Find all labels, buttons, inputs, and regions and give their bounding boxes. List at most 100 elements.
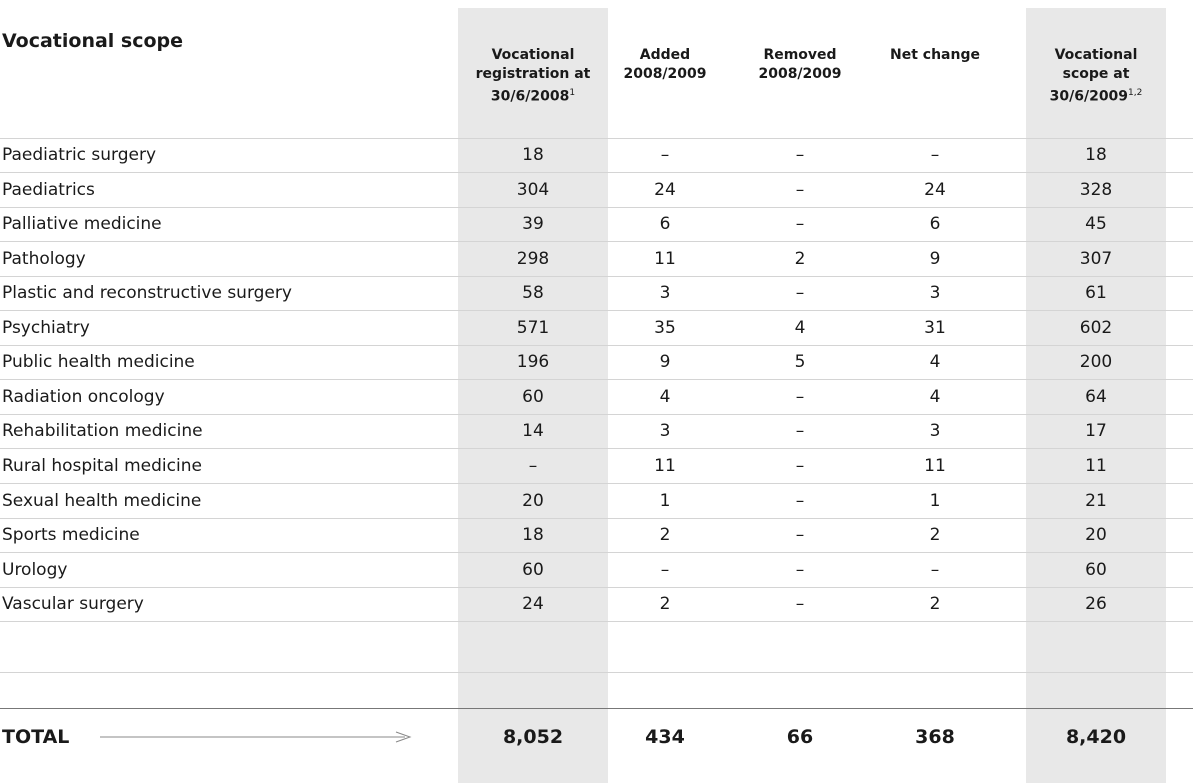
cell: 5 <box>794 352 806 373</box>
cell: 61 <box>1085 283 1107 304</box>
header-text: Net change <box>890 47 980 63</box>
cell: 4 <box>659 386 671 407</box>
cell: 60 <box>522 559 544 580</box>
row-label: Plastic and reconstructive surgery <box>2 283 292 304</box>
footnote-ref: 1 <box>569 88 576 98</box>
cell: – <box>930 559 940 580</box>
cell: – <box>795 214 805 235</box>
total-cell: 368 <box>915 726 955 748</box>
row-label: Paediatric surgery <box>2 145 157 165</box>
cell: 1 <box>929 490 941 511</box>
footnote-ref: 1,2 <box>1128 88 1143 98</box>
cell: 328 <box>1079 179 1113 200</box>
row-rule <box>0 207 1193 208</box>
cell: 307 <box>1079 248 1113 269</box>
total-cell: 434 <box>645 726 685 748</box>
cell: 4 <box>794 317 806 338</box>
cell: 20 <box>522 490 544 511</box>
cell: 1 <box>659 490 671 511</box>
cell: 2 <box>929 525 941 546</box>
cell: 3 <box>659 421 671 442</box>
cell: 11 <box>654 455 676 476</box>
cell: 9 <box>659 352 671 373</box>
cell: 2 <box>659 594 671 615</box>
row-label: Sports medicine <box>2 525 140 546</box>
cell: 304 <box>516 179 550 200</box>
cell: 298 <box>516 248 550 269</box>
row-label: Radiation oncology <box>2 386 165 407</box>
row-rule <box>0 552 1193 553</box>
cell: 35 <box>654 317 676 338</box>
cell: 58 <box>522 283 544 304</box>
cell: 14 <box>522 421 544 442</box>
total-label: TOTAL <box>2 726 70 748</box>
column-header: Removed 2008/2009 <box>735 46 865 84</box>
column-shade <box>1026 8 1166 783</box>
cell: 24 <box>654 179 676 200</box>
row-label: Rehabilitation medicine <box>2 421 203 442</box>
row-rule <box>0 310 1193 311</box>
total-cell: 8,420 <box>1065 726 1127 748</box>
cell: 11 <box>924 455 946 476</box>
cell: 2 <box>659 525 671 546</box>
cell: 31 <box>924 317 946 338</box>
cell: – <box>660 145 670 165</box>
cell: – <box>795 386 805 407</box>
row-rule <box>0 276 1193 277</box>
row-label: Sexual health medicine <box>2 490 202 511</box>
cell: – <box>660 559 670 580</box>
cell: – <box>528 455 538 476</box>
cell: 6 <box>659 214 671 235</box>
cell: 2 <box>929 594 941 615</box>
row-rule <box>0 241 1193 242</box>
cell: 3 <box>929 421 941 442</box>
column-header: Vocational registration at 30/6/20081 <box>468 46 598 107</box>
cell: – <box>795 421 805 442</box>
cell: – <box>795 559 805 580</box>
cell: 3 <box>929 283 941 304</box>
row-label: Palliative medicine <box>2 214 162 235</box>
row-rule <box>0 621 1193 622</box>
cell: 21 <box>1085 490 1107 511</box>
cell: – <box>795 525 805 546</box>
column-header: Vocational scope at 30/6/20091,2 <box>1031 46 1161 107</box>
cell: 11 <box>1085 455 1107 476</box>
cell: – <box>795 283 805 304</box>
row-rule <box>0 172 1193 173</box>
row-label: Vascular surgery <box>2 594 144 615</box>
cell: 200 <box>1079 352 1113 373</box>
row-label: Urology <box>2 559 68 580</box>
row-label: Pathology <box>2 248 86 269</box>
row-rule <box>0 414 1193 415</box>
row-rule <box>0 483 1193 484</box>
column-header: Net change <box>870 46 1000 65</box>
cell: 18 <box>522 145 544 165</box>
cell: 6 <box>929 214 941 235</box>
total-cell: 8,052 <box>502 726 564 748</box>
cell: 60 <box>522 386 544 407</box>
cell: 24 <box>522 594 544 615</box>
cell: 11 <box>654 248 676 269</box>
cell: 18 <box>1085 145 1107 165</box>
cell: 196 <box>516 352 550 373</box>
table-title: Vocational scope <box>2 30 184 52</box>
header-text: Vocational scope at 30/6/2009 <box>1049 47 1138 105</box>
row-label: Rural hospital medicine <box>2 455 202 476</box>
column-shade <box>458 8 608 783</box>
row-rule <box>0 587 1193 588</box>
total-rule <box>0 708 1193 709</box>
row-rule <box>0 379 1193 380</box>
total-cell: 66 <box>786 726 814 748</box>
header-text: Vocational registration at 30/6/2008 <box>475 47 591 105</box>
cell: 39 <box>522 214 544 235</box>
row-label: Paediatrics <box>2 179 95 200</box>
column-header: Added 2008/2009 <box>600 46 730 84</box>
header-text: Added 2008/2009 <box>623 47 707 82</box>
row-rule <box>0 672 1193 673</box>
cell: – <box>795 455 805 476</box>
row-label: Psychiatry <box>2 317 90 338</box>
cell: 3 <box>659 283 671 304</box>
cell: 26 <box>1085 594 1107 615</box>
